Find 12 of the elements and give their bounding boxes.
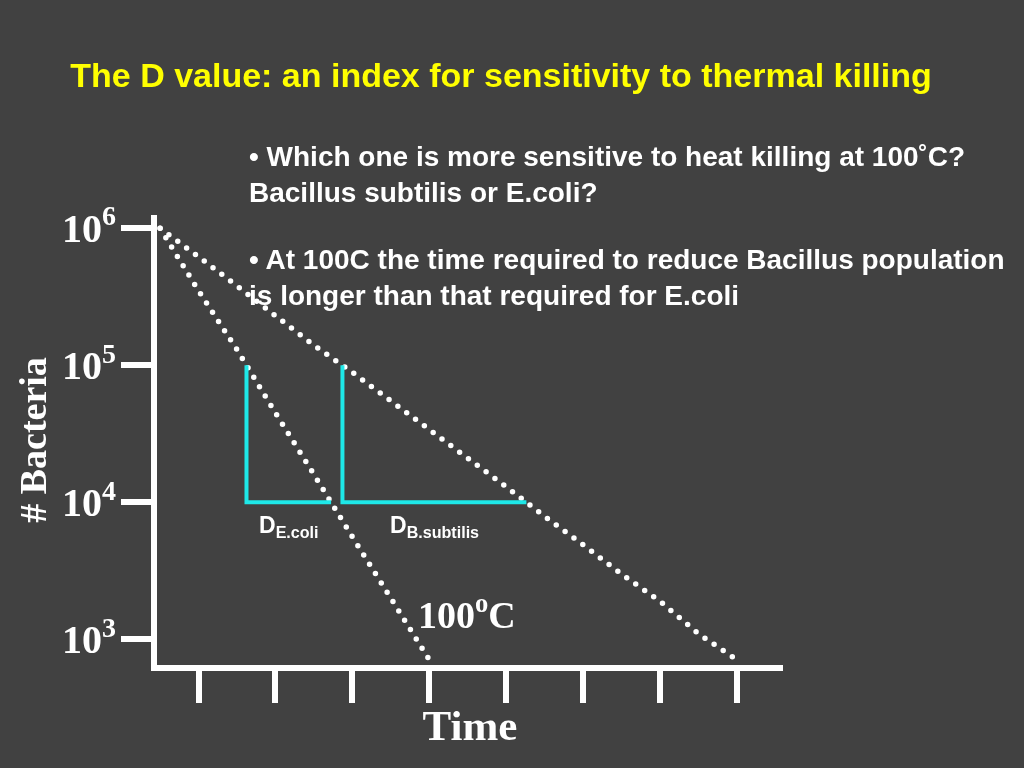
chart-title: The D value: an index for sensitivity to thermal killing <box>70 55 932 94</box>
y-axis-title: # Bacteria <box>11 357 54 523</box>
y-tick-label: 10$^{5}$ <box>62 337 116 389</box>
text: • Which one is more sensitive to heat killing at 100˚C? Bacillus subtilis or E.coli? <box>249 141 966 209</box>
y-tick-label: 10$^{3}$ <box>62 611 116 663</box>
x-axis-title: Time <box>422 702 518 750</box>
annotation: • At 100C the time required to reduce Bacillus population is longer than that required for E.coli <box>249 244 1005 312</box>
y-tick-label: 10$^{6}$ <box>62 200 116 252</box>
y-tick-label: 10$^{4}$ <box>62 474 116 526</box>
annotation: D$_{B.subtilis}$ <box>390 512 480 541</box>
annotation: 100$^{o}$C <box>418 588 516 636</box>
annotation: D$_{E.coli}$ <box>259 512 319 541</box>
